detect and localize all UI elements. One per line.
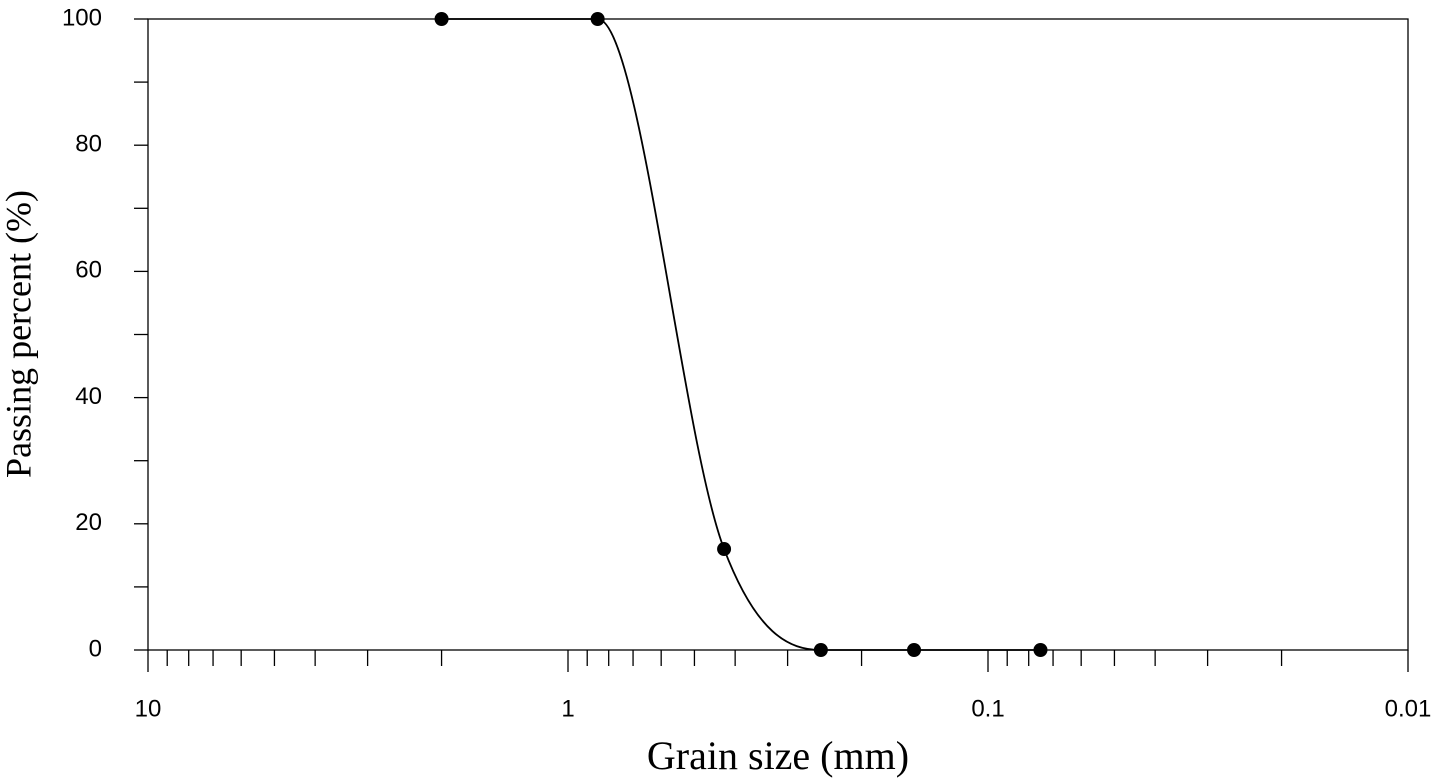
x-axis-title: Grain size (mm) bbox=[647, 733, 909, 778]
x-tick-label: 0.1 bbox=[971, 695, 1004, 722]
y-tick-label: 20 bbox=[75, 509, 102, 536]
data-point bbox=[907, 643, 922, 657]
data-point bbox=[717, 542, 732, 557]
data-point bbox=[434, 12, 449, 26]
plot-frame bbox=[147, 18, 1409, 651]
x-tick-label: 0.01 bbox=[1385, 695, 1432, 722]
y-tick-label: 40 bbox=[75, 383, 102, 410]
x-tick-label: 10 bbox=[135, 695, 162, 722]
y-tick-label: 100 bbox=[62, 4, 102, 31]
data-point bbox=[813, 643, 828, 657]
curve bbox=[441, 18, 1041, 651]
data-point bbox=[590, 12, 605, 26]
y-tick-label: 80 bbox=[75, 131, 102, 158]
x-tick-label: 1 bbox=[561, 695, 574, 722]
y-tick-label: 60 bbox=[75, 257, 102, 284]
data-point bbox=[1033, 643, 1048, 657]
y-tick-label: 0 bbox=[89, 635, 102, 662]
y-axis-title: Passing percent (%) bbox=[0, 190, 38, 478]
